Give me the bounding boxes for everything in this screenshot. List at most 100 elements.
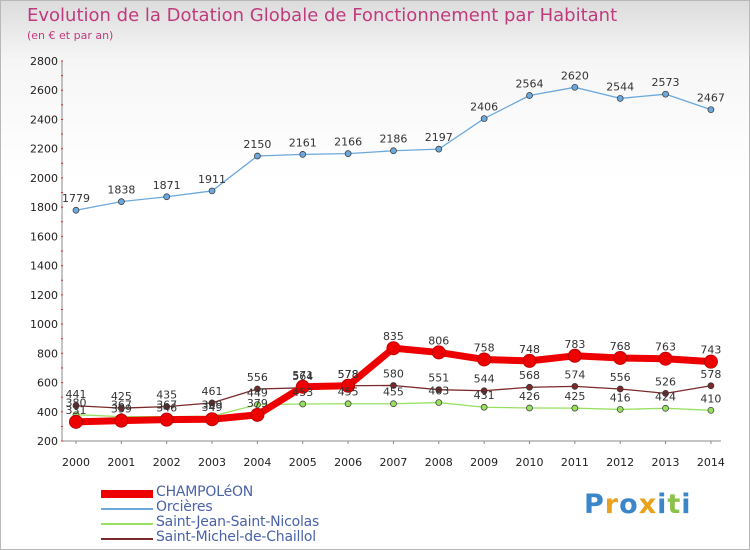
y-tick-label: 2000 <box>30 172 58 185</box>
data-label: 461 <box>202 385 223 398</box>
data-point <box>526 404 533 412</box>
data-label: 743 <box>700 344 721 357</box>
y-tick-label: 2200 <box>30 143 58 156</box>
data-point <box>386 341 401 356</box>
data-label: 2467 <box>697 92 725 105</box>
data-point <box>480 387 488 395</box>
data-point <box>526 383 533 391</box>
data-label: 835 <box>383 330 404 343</box>
data-label: 425 <box>111 390 132 403</box>
data-point <box>344 150 352 158</box>
data-label: 426 <box>519 390 540 403</box>
data-point <box>390 400 397 408</box>
data-point <box>435 386 443 394</box>
x-tick-label: 2012 <box>606 456 634 469</box>
data-point <box>662 404 669 412</box>
series-0 <box>69 341 718 429</box>
data-point <box>571 382 579 390</box>
data-point <box>662 90 669 98</box>
data-label: 453 <box>292 386 313 399</box>
legend-swatch <box>101 538 153 540</box>
data-label: 2620 <box>561 69 589 82</box>
data-point <box>435 399 443 406</box>
y-tick-label: 2600 <box>30 84 58 97</box>
data-label: 568 <box>519 369 540 382</box>
data-label: 339 <box>111 403 132 416</box>
data-label: 346 <box>156 402 177 415</box>
data-point <box>163 403 171 411</box>
data-point <box>522 353 537 368</box>
x-tick-label: 2009 <box>470 456 498 469</box>
data-point <box>341 378 356 393</box>
legend-label: Saint-Jean-Saint-Nicolas <box>156 514 320 530</box>
series-1 <box>72 83 715 214</box>
x-tick-label: 2002 <box>153 456 181 469</box>
proxiti-logo: Proxiti <box>584 489 692 520</box>
y-tick-label: 1800 <box>30 201 58 214</box>
data-label: 369 <box>202 398 223 411</box>
y-tick-label: 1600 <box>30 230 58 243</box>
data-point <box>159 412 174 427</box>
data-point <box>72 402 80 410</box>
data-label: 449 <box>247 387 268 400</box>
x-tick-label: 2007 <box>379 456 407 469</box>
x-tick-label: 2000 <box>62 456 90 469</box>
legend-label: Saint-Michel-de-Chaillol <box>156 529 316 545</box>
data-label: 763 <box>655 341 676 354</box>
logo-letter: r <box>604 489 620 520</box>
data-point <box>208 399 216 407</box>
series-layer <box>69 83 718 429</box>
data-labels: 1779 1838 1871 1911 2150 2161 2166 2186 2197 2406… <box>62 69 725 417</box>
data-point <box>299 151 307 158</box>
x-tick-label: 2008 <box>425 456 453 469</box>
data-point <box>163 193 171 201</box>
y-tick-label: 2400 <box>30 113 58 126</box>
data-label: 455 <box>338 386 359 399</box>
data-point <box>299 400 307 408</box>
data-point <box>295 379 310 394</box>
data-point <box>707 382 715 390</box>
data-point <box>114 413 129 428</box>
legend-label: Orcières <box>156 499 213 515</box>
data-point <box>254 401 261 408</box>
data-point <box>658 351 673 366</box>
data-label: 2197 <box>425 131 453 144</box>
x-tick-label: 2001 <box>107 456 135 469</box>
data-point <box>616 385 624 393</box>
x-tick-label: 2011 <box>561 456 589 469</box>
data-point <box>117 198 125 205</box>
data-label: 431 <box>474 389 495 402</box>
x-tick-label: 2014 <box>697 456 725 469</box>
data-label: 783 <box>564 338 585 351</box>
data-label: 580 <box>383 367 404 380</box>
y-tick-label: 800 <box>37 347 58 360</box>
y-tick-label: 1200 <box>30 289 58 302</box>
data-label: 574 <box>564 368 585 381</box>
data-label: 435 <box>156 389 177 402</box>
data-label: 2564 <box>516 77 544 90</box>
data-label: 463 <box>428 385 449 398</box>
data-label: 425 <box>564 390 585 403</box>
y-tick-label: 2800 <box>30 55 58 68</box>
data-point <box>616 406 624 413</box>
data-label: 544 <box>474 373 495 386</box>
data-point <box>571 83 579 91</box>
data-label: 768 <box>610 340 631 353</box>
data-label: 379 <box>247 397 268 410</box>
data-label: 564 <box>292 370 313 383</box>
data-point <box>117 404 125 412</box>
logo-letter: P <box>584 489 605 520</box>
data-label: 578 <box>338 368 359 381</box>
data-label: 349 <box>202 401 223 414</box>
data-point <box>526 92 533 99</box>
data-label: 556 <box>247 371 268 384</box>
data-label: 410 <box>700 392 721 405</box>
logo-letter: t <box>667 489 682 520</box>
data-label: 551 <box>428 372 449 385</box>
data-label: 416 <box>610 391 631 404</box>
data-label: 2166 <box>334 136 362 149</box>
data-label: 578 <box>700 368 721 381</box>
data-point <box>390 147 397 155</box>
x-tick-label: 2006 <box>334 456 362 469</box>
